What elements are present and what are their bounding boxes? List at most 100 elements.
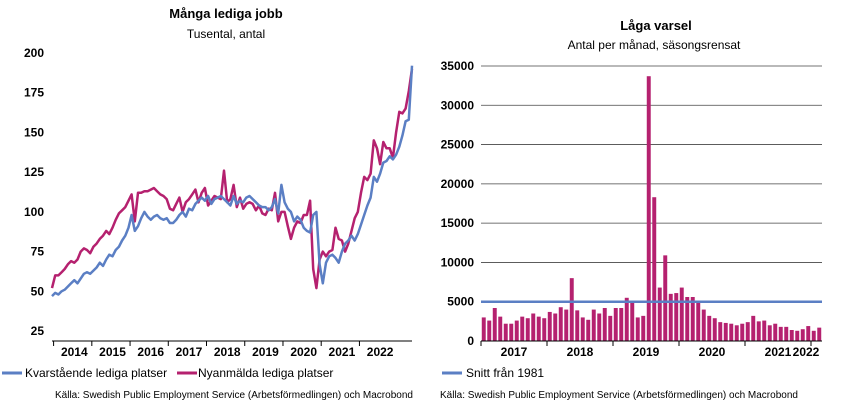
left-y-tick-label: 25	[31, 324, 45, 338]
bar	[811, 330, 816, 341]
bar	[696, 301, 701, 341]
bar	[608, 315, 613, 341]
bar	[602, 308, 607, 341]
bar	[635, 317, 640, 341]
bar	[542, 318, 547, 341]
left-legend: Kvarstående lediga platser Nyanmälda led…	[2, 366, 333, 380]
bar	[525, 318, 530, 341]
bar	[580, 317, 585, 341]
bar	[575, 310, 580, 341]
bar	[745, 322, 750, 341]
bar	[597, 313, 602, 341]
bar	[784, 326, 789, 341]
right-source-note: Källa: Swedish Public Employment Service…	[440, 390, 798, 401]
bar	[498, 316, 503, 341]
left-source-note: Källa: Swedish Public Employment Service…	[55, 390, 413, 401]
bar	[646, 76, 651, 342]
bar	[800, 329, 805, 341]
left-y-tick-label: 175	[24, 86, 44, 100]
left-x-tick-label: 2016	[137, 345, 164, 359]
left-x-tick-label: 2019	[252, 345, 279, 359]
bar	[536, 316, 541, 341]
bar	[729, 323, 734, 341]
bar	[718, 322, 723, 341]
bar	[663, 255, 668, 341]
bar	[481, 317, 486, 341]
right-x-tick-label: 2019	[633, 345, 660, 359]
bar	[767, 325, 772, 341]
right-x-tick-label: 2021	[765, 345, 792, 359]
bar	[712, 318, 717, 341]
bar	[503, 323, 508, 341]
bar	[591, 309, 596, 341]
right-y-tick-label: 30000	[441, 98, 475, 112]
left-x-tick-label: 2021	[329, 345, 356, 359]
bar	[789, 330, 794, 341]
left-x-tick-label: 2015	[99, 345, 126, 359]
bar	[679, 287, 684, 341]
bar	[773, 323, 778, 341]
right-chart: Låga varsel Antal per månad, säsongsrens…	[440, 18, 822, 401]
left-y-tick-label: 200	[24, 46, 44, 60]
bar	[685, 297, 690, 341]
right-y-tick-label: 35000	[441, 59, 475, 73]
bar	[701, 309, 706, 341]
bar	[520, 316, 525, 341]
right-x-tick-label: 2022	[793, 345, 820, 359]
bar	[723, 322, 728, 341]
bar	[514, 320, 519, 341]
left-x-tick-label: 2017	[176, 345, 203, 359]
bar	[817, 327, 822, 341]
series-line-nyanmalda	[50, 68, 414, 290]
bar	[652, 197, 657, 341]
bar	[674, 293, 679, 341]
right-y-tick-label: 5000	[447, 295, 474, 309]
legend-label-nyanmalda: Nyanmälda lediga platser	[198, 366, 333, 380]
bar	[509, 323, 514, 341]
bar	[547, 311, 552, 341]
left-y-tick-label: 100	[24, 205, 44, 219]
right-chart-title: Låga varsel	[620, 18, 692, 33]
right-y-tick-label: 0	[467, 334, 474, 348]
left-x-tick-label: 2020	[290, 345, 317, 359]
bar	[569, 278, 574, 341]
right-chart-subtitle: Antal per månad, säsongsrensat	[568, 38, 741, 52]
bar	[641, 315, 646, 341]
left-chart-title: Många lediga jobb	[169, 6, 282, 21]
legend-label-average: Snitt från 1981	[466, 366, 544, 380]
bar	[619, 308, 624, 341]
bar	[624, 297, 629, 341]
right-gridlines	[481, 65, 822, 303]
bar	[487, 320, 492, 341]
bar	[806, 326, 811, 341]
left-y-tick-label: 150	[24, 125, 44, 139]
bar	[630, 300, 635, 341]
bar	[531, 313, 536, 341]
bar	[762, 320, 767, 341]
right-x-tick-label: 2017	[501, 345, 528, 359]
bar	[751, 315, 756, 341]
bar	[756, 321, 761, 341]
right-x-tick-label: 2018	[567, 345, 594, 359]
left-plot-area	[50, 65, 414, 297]
bar	[795, 330, 800, 341]
right-y-tick-label: 15000	[441, 216, 475, 230]
left-x-tick-label: 2022	[367, 345, 394, 359]
left-chart-subtitle: Tusental, antal	[187, 27, 265, 41]
left-y-axis: 25 50 75 100 125 150 175 200	[24, 46, 44, 338]
left-y-tick-label: 50	[31, 284, 45, 298]
bar	[492, 308, 497, 341]
left-x-tick-label: 2014	[61, 345, 88, 359]
left-chart: Många lediga jobb Tusental, antal 25 50 75…	[2, 6, 414, 401]
right-legend: Snitt från 1981	[442, 366, 544, 380]
right-y-tick-label: 10000	[441, 255, 475, 269]
legend-label-kvarstaende: Kvarstående lediga platser	[25, 366, 167, 380]
right-plot-area	[481, 76, 822, 342]
bar	[564, 309, 569, 341]
right-y-tick-label: 25000	[441, 138, 475, 152]
bar	[657, 287, 662, 341]
bar	[690, 297, 695, 341]
bar	[613, 308, 618, 341]
bar	[778, 326, 783, 341]
left-y-tick-label: 75	[31, 245, 45, 259]
